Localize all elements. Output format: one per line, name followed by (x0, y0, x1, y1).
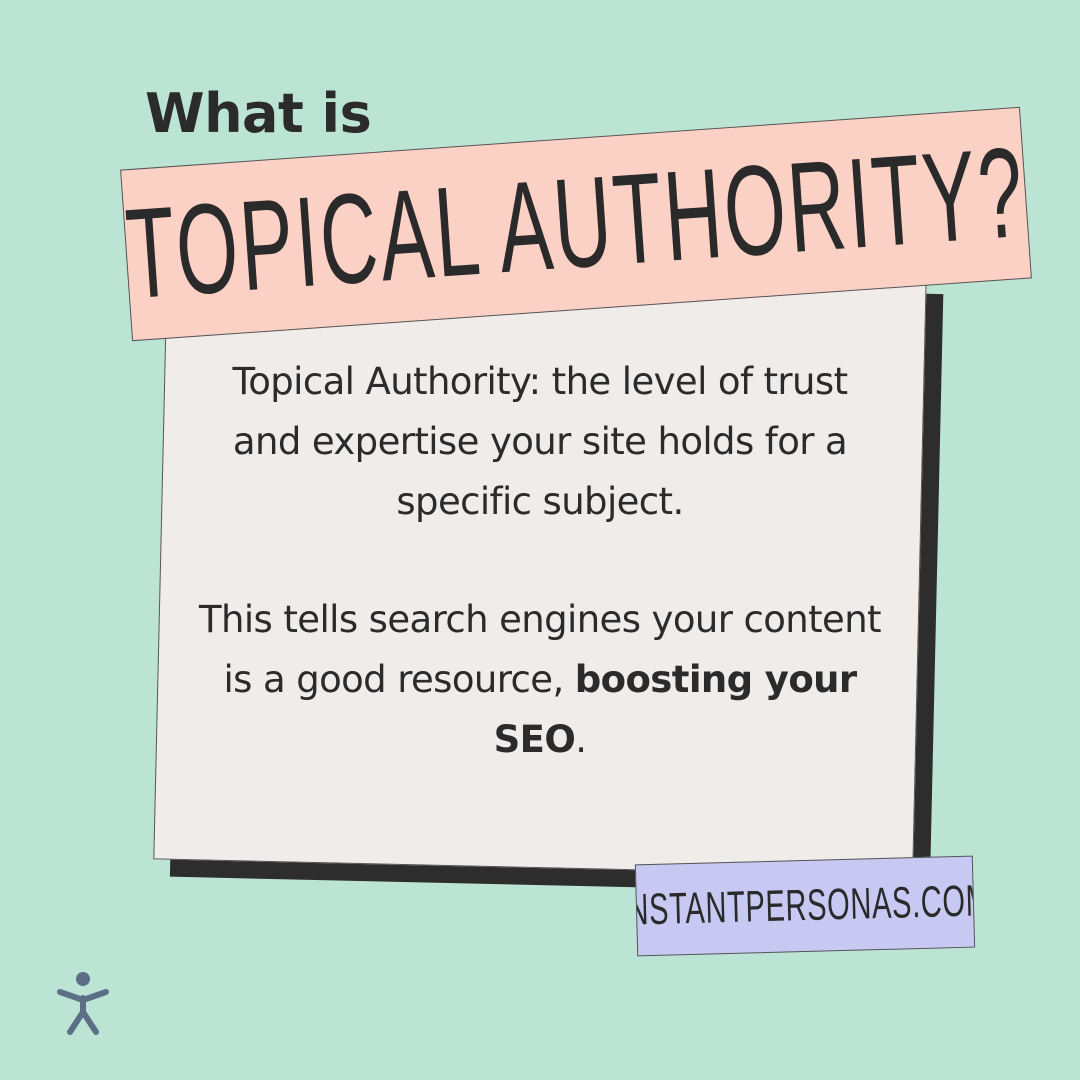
seo-paragraph-prefix: This tells search engines your content i… (199, 598, 882, 701)
website-badge: INSTANTPERSONAS.COM (634, 855, 976, 957)
website-label: INSTANTPERSONAS.COM (634, 876, 976, 935)
definition-paragraph: Topical Authority: the level of trust an… (232, 360, 849, 523)
seo-paragraph: This tells search engines your content i… (195, 590, 885, 770)
seo-paragraph-bold: boosting your SEO (493, 658, 858, 761)
seo-paragraph-suffix: . (575, 718, 587, 761)
intro-heading: What is (145, 82, 372, 145)
person-figure-icon (57, 972, 109, 1035)
definition-text: Topical Authority: the level of trust an… (195, 352, 885, 770)
